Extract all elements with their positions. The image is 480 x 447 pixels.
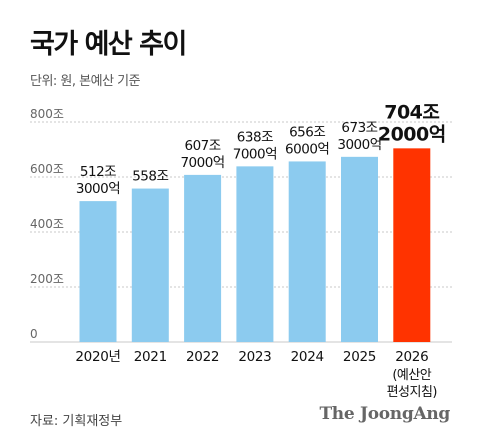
x-tick-label: 2025 [343, 349, 376, 365]
x-tick-label: 2023 [238, 349, 271, 365]
bar [236, 166, 274, 342]
y-tick-label: 200조 [30, 272, 64, 286]
data-label: 638조 7000억 [233, 129, 277, 162]
x-tick-label: 2024 [291, 349, 324, 365]
bar [288, 161, 326, 342]
data-label: 656조 6000억 [285, 124, 329, 157]
bar [79, 201, 117, 342]
bar [341, 156, 378, 342]
y-tick-label: 600조 [30, 162, 64, 176]
x-tick-label: 2026 [395, 349, 428, 365]
source-note: 자료: 기획재정부 [30, 414, 123, 429]
data-label: 512조 3000억 [76, 164, 120, 197]
x-tick-label: 2021 [134, 349, 167, 365]
unit-note: 단위: 원, 본예산 기준 [30, 74, 141, 89]
y-tick-label: 800조 [30, 107, 64, 121]
chart-title: 국가 예산 추이 [30, 29, 187, 60]
x-tick-sublabel: (예산안 편성지침) [387, 368, 437, 400]
x-tick-label: 2022 [186, 349, 219, 365]
x-tick-label: 2020년 [75, 349, 120, 365]
bar [184, 174, 222, 342]
data-label: 607조 7000억 [180, 138, 224, 171]
data-label: 558조 [132, 169, 168, 185]
data-label: 704조 2000억 [378, 101, 446, 145]
brand-logo: The JoongAng [319, 404, 450, 424]
y-tick-label: 0 [30, 327, 38, 341]
highlight-bar [393, 148, 431, 342]
y-tick-label: 400조 [30, 217, 64, 231]
data-label: 673조 3000억 [337, 120, 381, 153]
bar [131, 188, 169, 342]
